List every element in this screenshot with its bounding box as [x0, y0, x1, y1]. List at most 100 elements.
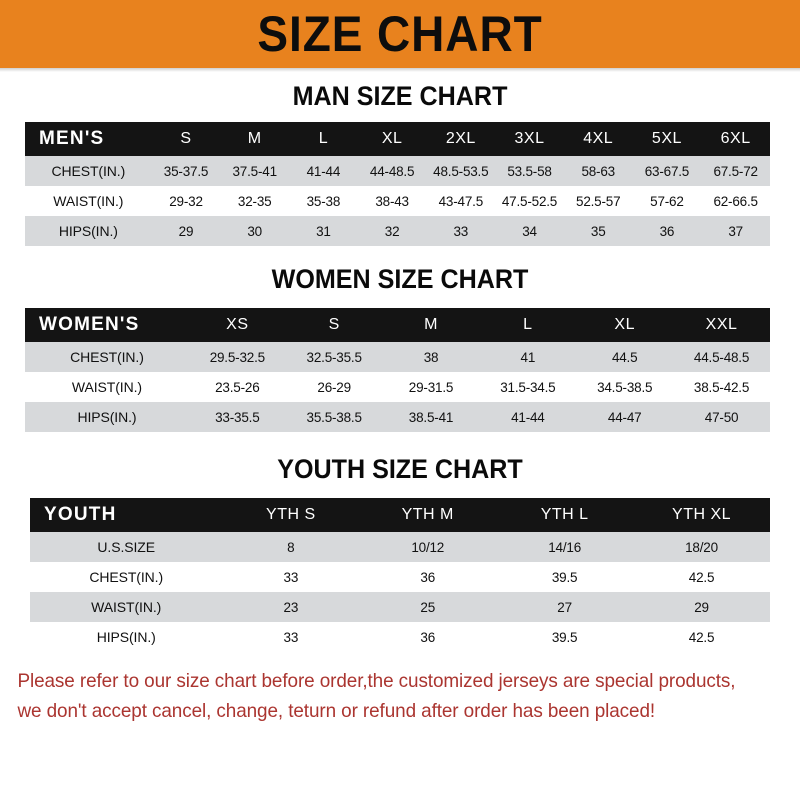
youth-size-table: YOUTH YTH S YTH M YTH L YTH XL U.S.SIZE 8 10/12… [30, 498, 770, 652]
women-measurement-cell: 29.5-32.5 [209, 349, 265, 365]
youth-measurement-cell: 39.5 [551, 629, 578, 645]
youth-measurement-cell: 10/12 [411, 539, 445, 555]
table-row: WAIST(IN.) 23.5-26 26-29 29-31.5 31.5-34.5 34… [25, 372, 770, 402]
men-measurement-cell: 47.5-52.5 [501, 193, 558, 209]
youth-section: YOUTH SIZE CHART YOUTH YTH S YTH M YTH L YTH… [0, 432, 800, 652]
men-measurement-cell: 32-35 [237, 193, 272, 209]
men-measurement-cell: 30 [247, 223, 262, 239]
youth-table-header-row: YOUTH YTH S YTH M YTH L YTH XL [30, 498, 770, 532]
table-row: HIPS(IN.) 33 36 39.5 42.5 [30, 622, 770, 652]
women-corner-label: WOMEN'S [39, 314, 140, 335]
youth-measurement-cell: 33 [283, 569, 299, 585]
men-measurement-cell: 33 [453, 223, 469, 239]
men-measurement-cell: 35-38 [306, 193, 341, 209]
men-measurement-cell: 63-67.5 [644, 163, 690, 179]
men-size-header: S [180, 130, 192, 147]
women-row-label: HIPS(IN.) [77, 409, 137, 425]
men-measurement-cell: 38-43 [375, 193, 409, 209]
women-measurement-cell: 31.5-34.5 [500, 379, 556, 395]
youth-table-wrap: YOUTH YTH S YTH M YTH L YTH XL U.S.SIZE 8 10/12… [0, 484, 800, 652]
men-measurement-cell: 31 [316, 223, 331, 239]
youth-row-label: CHEST(IN.) [89, 569, 164, 585]
women-section-title: WOMEN SIZE CHART [271, 264, 529, 294]
youth-measurement-cell: 36 [420, 569, 436, 585]
men-table-header-row: MEN'S S M L XL 2XL 3XL 4XL 5XL 6XL [25, 122, 770, 156]
women-size-table: WOMEN'S XS S M L XL XXL CHEST(IN.) 29.5-32.5 32.5… [25, 308, 770, 432]
women-table-header-row: WOMEN'S XS S M L XL XXL [25, 308, 770, 342]
women-measurement-cell: 41-44 [511, 409, 545, 425]
men-measurement-cell: 53.5-58 [507, 163, 552, 179]
youth-measurement-cell: 8 [287, 539, 295, 555]
table-row: WAIST(IN.) 23 25 27 29 [30, 592, 770, 622]
men-table-wrap: MEN'S S M L XL 2XL 3XL 4XL 5XL 6XL CHEST(IN.) 35-37… [0, 111, 800, 246]
table-row: U.S.SIZE 8 10/12 14/16 18/20 [30, 532, 770, 562]
table-row: CHEST(IN.) 35-37.5 37.5-41 41-44 44-48.5 48.5… [25, 156, 770, 186]
men-section: MAN SIZE CHART MEN'S S M L XL 2XL 3XL 4XL 5XL 6XL… [0, 72, 800, 246]
women-size-header: XS [226, 316, 249, 333]
men-measurement-cell: 44-48.5 [369, 163, 415, 179]
men-row-label: CHEST(IN.) [51, 163, 126, 179]
men-measurement-cell: 36 [659, 223, 675, 239]
men-section-title: MAN SIZE CHART [292, 81, 508, 111]
order-policy-line-2: we don't accept cancel, change, teturn o… [17, 700, 656, 722]
youth-measurement-cell: 14/16 [548, 539, 582, 555]
youth-measurement-cell: 18/20 [685, 539, 718, 555]
women-measurement-cell: 44.5 [611, 349, 638, 365]
youth-measurement-cell: 39.5 [551, 569, 578, 585]
men-measurement-cell: 57-62 [650, 193, 684, 209]
men-size-header: M [247, 130, 262, 147]
women-measurement-cell: 44-47 [607, 409, 642, 425]
youth-row-label: HIPS(IN.) [96, 629, 156, 645]
youth-row-label: U.S.SIZE [97, 539, 155, 555]
men-size-header: 5XL [651, 130, 682, 147]
table-row: HIPS(IN.) 33-35.5 35.5-38.5 38.5-41 41-44 44-… [25, 402, 770, 432]
women-measurement-cell: 38.5-41 [408, 409, 454, 425]
women-measurement-cell: 38.5-42.5 [693, 379, 750, 395]
women-section: WOMEN SIZE CHART WOMEN'S XS S M L XL XXL CHEST(… [0, 246, 800, 432]
youth-size-header: YTH XL [672, 506, 732, 523]
men-measurement-cell: 52.5-57 [576, 193, 621, 209]
page-banner: SIZE CHART [0, 0, 800, 68]
men-row-label: HIPS(IN.) [58, 223, 118, 239]
men-row-label: WAIST(IN.) [53, 193, 124, 209]
women-table-wrap: WOMEN'S XS S M L XL XXL CHEST(IN.) 29.5-32.5 32.5… [0, 294, 800, 432]
youth-measurement-cell: 42.5 [688, 629, 715, 645]
men-size-header: XL [381, 130, 403, 147]
youth-corner-label: YOUTH [44, 504, 117, 525]
men-measurement-cell: 43-47.5 [438, 193, 484, 209]
men-measurement-cell: 37 [728, 223, 743, 239]
youth-size-header: YTH M [401, 506, 454, 523]
youth-measurement-cell: 27 [557, 599, 572, 615]
men-size-header: 4XL [583, 130, 614, 147]
men-size-header: 2XL [445, 130, 476, 147]
youth-measurement-cell: 36 [420, 629, 436, 645]
men-measurement-cell: 35 [590, 223, 606, 239]
men-size-header: 6XL [720, 130, 751, 147]
women-measurement-cell: 26-29 [317, 379, 351, 395]
order-policy-note: Please refer to our size chart before or… [0, 652, 776, 726]
women-size-header: M [424, 316, 438, 333]
women-row-label: CHEST(IN.) [70, 349, 144, 365]
page-title: SIZE CHART [257, 6, 543, 62]
table-row: HIPS(IN.) 29 30 31 32 33 34 35 36 37 [25, 216, 770, 246]
men-measurement-cell: 58-63 [581, 163, 615, 179]
women-measurement-cell: 44.5-48.5 [693, 349, 750, 365]
youth-measurement-cell: 25 [420, 599, 436, 615]
men-measurement-cell: 41-44 [306, 163, 341, 179]
banner-shadow-divider [0, 68, 800, 72]
men-size-table: MEN'S S M L XL 2XL 3XL 4XL 5XL 6XL CHEST(IN.) 35-37… [25, 122, 770, 246]
men-measurement-cell: 48.5-53.5 [433, 163, 489, 179]
table-row: CHEST(IN.) 29.5-32.5 32.5-35.5 38 41 44.5 44.5… [25, 342, 770, 372]
table-row: WAIST(IN.) 29-32 32-35 35-38 38-43 43-47.5 47.… [25, 186, 770, 216]
youth-size-header: YTH S [266, 506, 316, 523]
women-measurement-cell: 38 [423, 349, 439, 365]
women-measurement-cell: 35.5-38.5 [306, 409, 362, 425]
men-measurement-cell: 62-66.5 [713, 193, 758, 209]
women-size-header: S [328, 316, 340, 333]
men-size-header: L [318, 130, 329, 147]
men-measurement-cell: 35-37.5 [163, 163, 209, 179]
youth-measurement-cell: 23 [283, 599, 299, 615]
women-size-header: XL [614, 316, 635, 333]
women-measurement-cell: 47-50 [704, 409, 739, 425]
youth-measurement-cell: 42.5 [688, 569, 715, 585]
